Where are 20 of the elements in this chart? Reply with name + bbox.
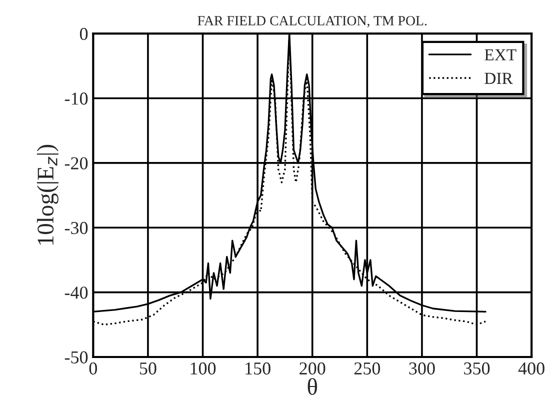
- y-tick-label: -20: [64, 157, 88, 170]
- x-tick-label: 100: [190, 362, 216, 375]
- y-tick-label: -50: [64, 351, 88, 364]
- y-tick-label: -30: [64, 222, 88, 234]
- x-tick-label: 50: [140, 362, 156, 375]
- x-tick-label: 300: [409, 362, 435, 375]
- x-tick-label: 150: [246, 362, 270, 375]
- x-tick-label: 250: [354, 362, 380, 375]
- y-tick-label: 0: [80, 28, 88, 40]
- legend-label: DIR: [484, 72, 513, 84]
- y-axis-title: 10log(|E$_{z}$|): [36, 144, 58, 245]
- chart-title: FAR FIELD CALCULATION, TM POL.: [198, 16, 427, 28]
- x-tick-label: 200: [300, 362, 326, 375]
- y-tick-label: -10: [64, 92, 88, 105]
- x-axis-title: θ: [308, 378, 318, 395]
- legend-label: EXT: [484, 49, 516, 60]
- x-tick-label: 0: [89, 362, 97, 375]
- x-tick-label: 400: [518, 362, 544, 375]
- y-tick-label: -40: [64, 286, 88, 299]
- x-tick-label: 350: [464, 362, 490, 375]
